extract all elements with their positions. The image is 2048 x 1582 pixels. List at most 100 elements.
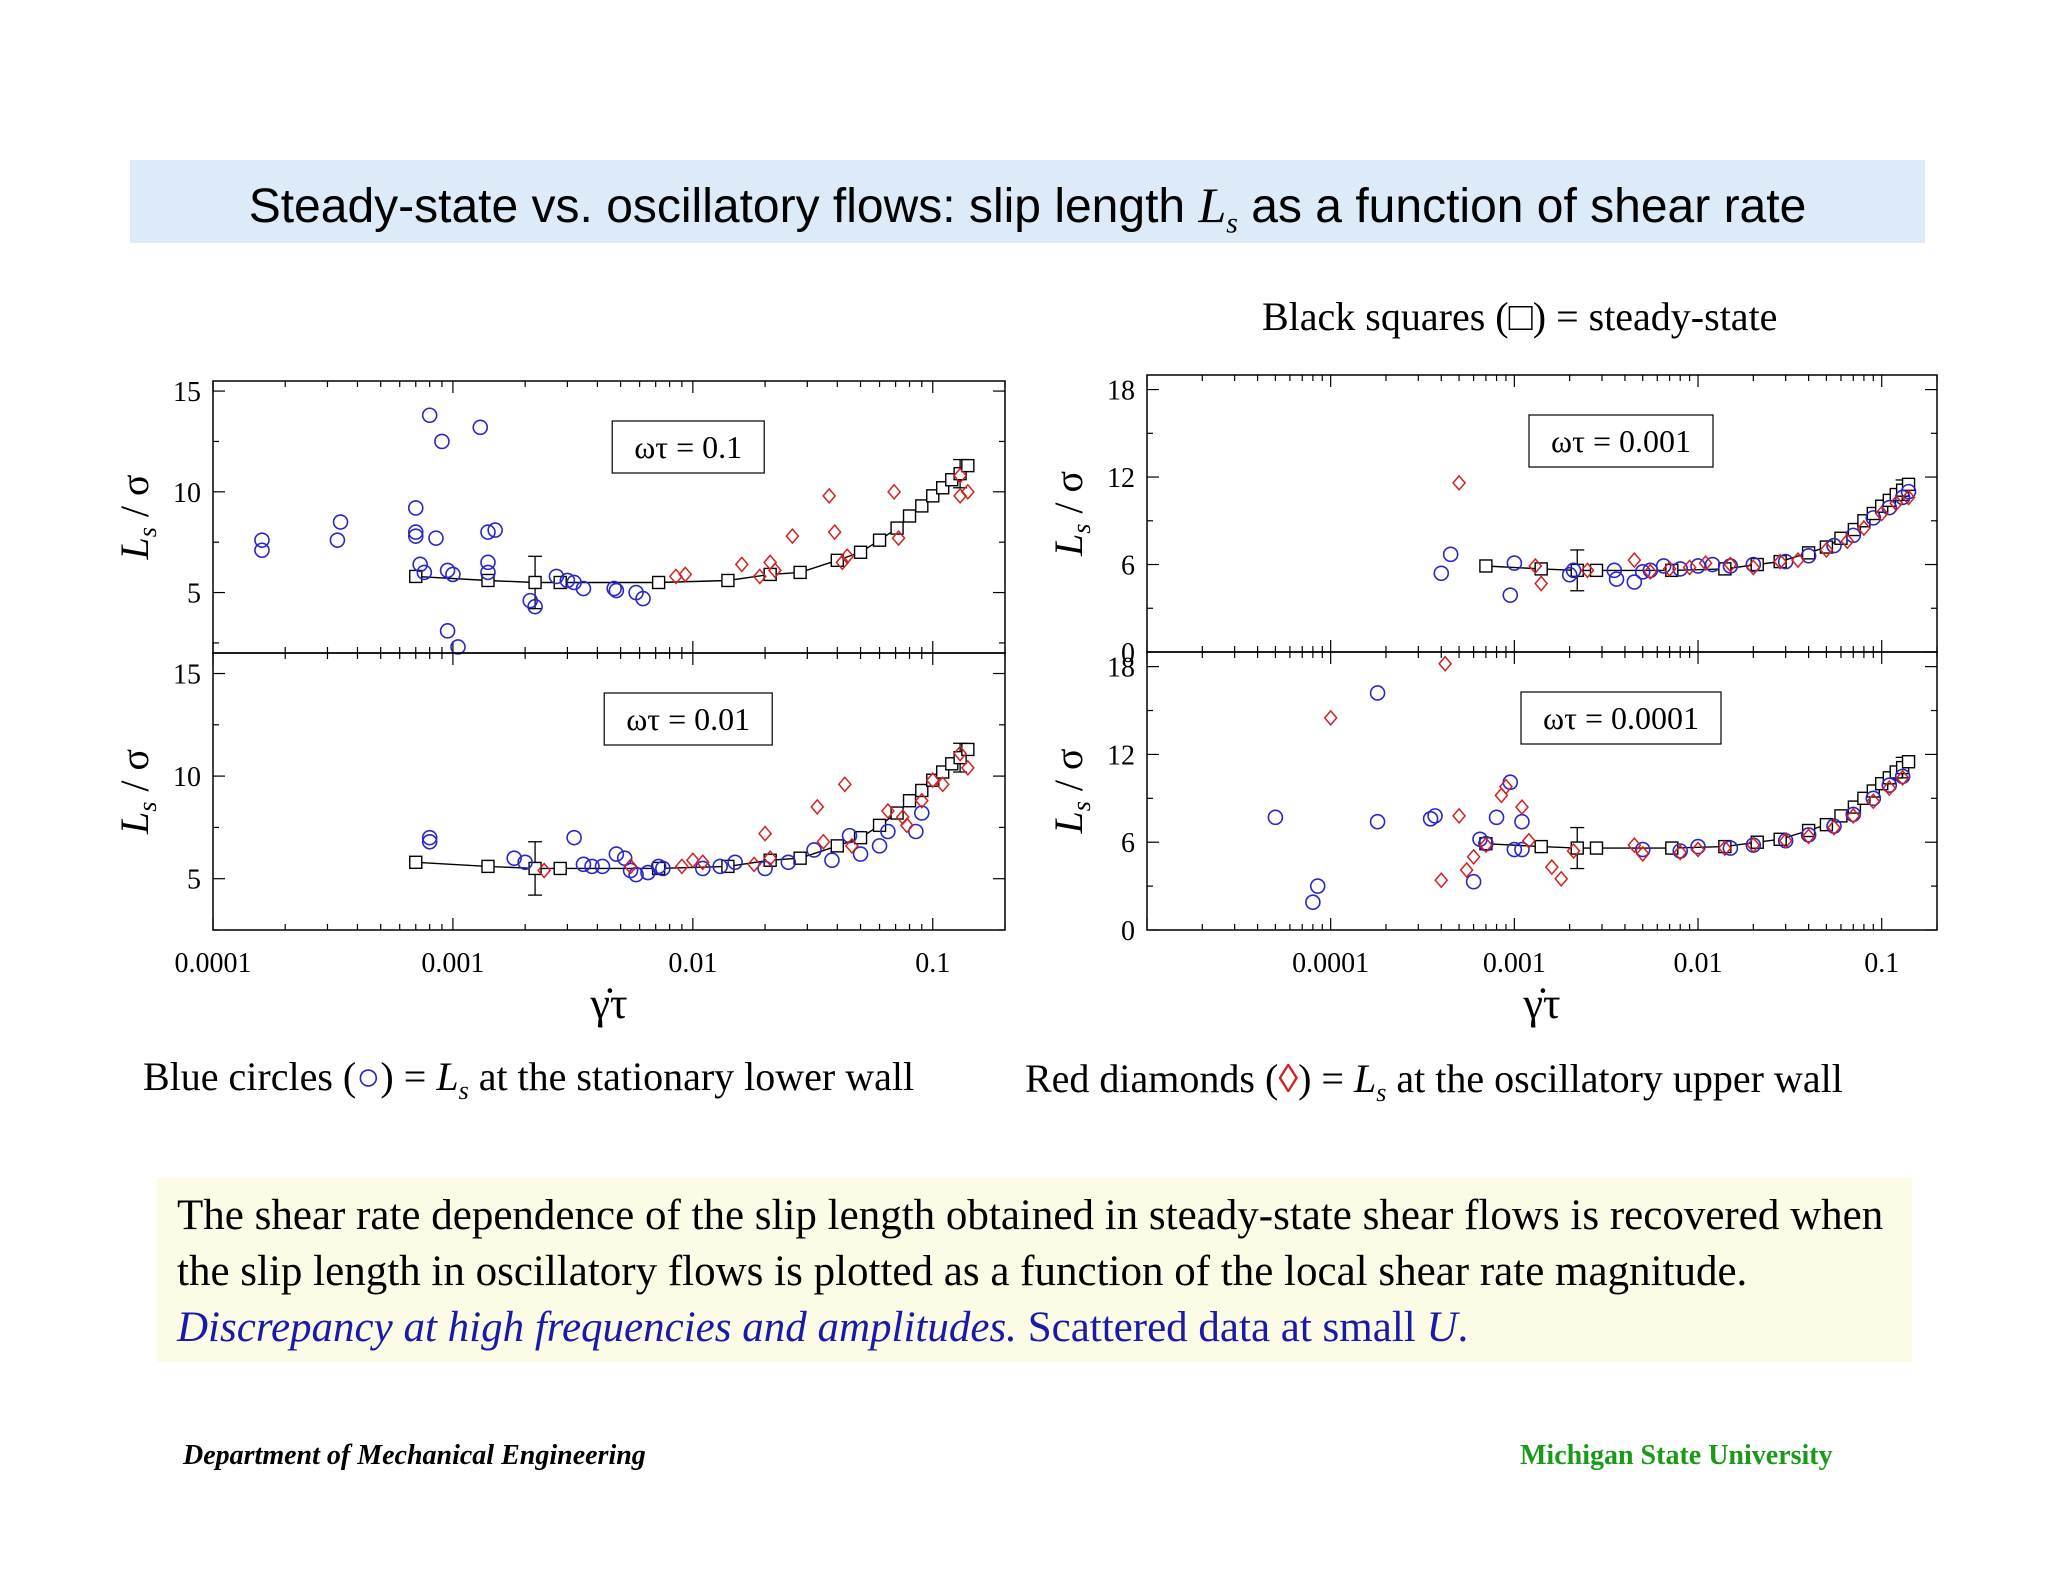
right-top-diamond-point (1723, 556, 1738, 573)
left-bottom-diamond-point (816, 833, 831, 850)
right-bottom-circle-point (1514, 841, 1530, 858)
diamonds-note: Red diamonds (◊) = Ls at the oscillatory… (1025, 1056, 1843, 1107)
diamond-symbol: ◊ (1278, 1056, 1299, 1101)
left-bottom-circle-point (694, 860, 711, 877)
right-bottom-diamond-point (1466, 848, 1481, 865)
right-top-diamond-point (1682, 559, 1697, 576)
right-top-ytick-label: 12 (1107, 463, 1135, 494)
left-bottom-diamond-point (935, 776, 950, 793)
left-top-circle-point (329, 532, 346, 548)
right-bottom-xtick-label: 0.1 (1864, 948, 1899, 979)
title-bar: Steady-state vs. oscillatory flows: slip… (130, 160, 1925, 243)
left-top-circle-point (606, 580, 622, 597)
left-top-diamond-point (678, 566, 693, 583)
left-top-annotation-box (611, 420, 765, 474)
left-bottom-diamond-point (899, 817, 914, 834)
left-top-square-point (926, 489, 940, 503)
right-bottom-circle-point (1826, 818, 1842, 834)
right-bottom-diamond-point (1514, 798, 1529, 816)
left-top-annotation: ωτ = 0.1 (634, 429, 742, 465)
footer-department: Department of Mechanical Engineering (183, 1440, 646, 1471)
right-bottom-diamond-point (1521, 832, 1536, 849)
left-top-circle-point (407, 500, 424, 516)
right-bottom-diamond-point (1566, 842, 1581, 860)
left-bottom-square-point (553, 861, 567, 876)
left-bottom-circle-point (594, 858, 611, 875)
left-bottom-annotation-box (603, 692, 773, 746)
left-bottom-square-point (961, 742, 975, 757)
left-top-diamond-point (822, 487, 837, 504)
right-bottom-diamond-point (1635, 845, 1650, 863)
right-top-ytick-label: 0 (1121, 638, 1135, 669)
left-top-square-point (721, 573, 735, 588)
left-bottom-circle-point (908, 823, 924, 840)
right-bottom-circle-point (1800, 827, 1817, 843)
left-top-diamond-point (953, 467, 968, 484)
right-bottom-circle-point (1465, 873, 1482, 890)
right-bottom-circle-point (1722, 840, 1739, 856)
left-top-ylabel: Ls / σ (112, 474, 162, 560)
left-top-diamond-point (887, 483, 902, 500)
left-bottom-circle-point (806, 842, 822, 858)
slide-title: Steady-state vs. oscillatory flows: slip… (248, 177, 1807, 240)
left-bottom-xtick-label: 0.1 (915, 948, 950, 979)
left-top-circle-point (472, 419, 489, 436)
summary-box: The shear rate dependence of the slip le… (157, 1178, 1912, 1362)
right-bottom-xtick-label: 0.0001 (1292, 948, 1369, 979)
right-top-circle-point (1442, 546, 1459, 563)
right-bottom-circle-point (1502, 774, 1519, 791)
left-bottom-annotation: ωτ = 0.01 (626, 701, 750, 737)
right-bottom-ytick-label: 18 (1107, 653, 1135, 684)
right-top-ylabel: Ls / σ (1046, 471, 1096, 557)
right-top-diamond-point (1643, 563, 1658, 580)
circle-symbol: ○ (356, 1054, 381, 1099)
right-bottom-square-point (1665, 841, 1679, 855)
right-bottom-circle-point (1309, 878, 1326, 894)
circles-note: Blue circles (○) = Ls at the stationary … (143, 1054, 915, 1105)
left-bottom-circle-point (575, 856, 592, 873)
left-top-circle-point (635, 590, 651, 607)
left-bottom-circle-point (852, 846, 869, 862)
left-bottom-circle-point (880, 823, 896, 840)
right-bottom-plot-frame (1146, 651, 1938, 931)
right-top-annotation-box (1528, 414, 1714, 468)
left-top-diamond-point (960, 483, 975, 500)
right-bottom-square-point (1901, 755, 1916, 769)
left-top-diamond-point (827, 523, 842, 541)
right-bottom-annotation: ωτ = 0.0001 (1543, 700, 1699, 736)
left-bottom-diamond-point (960, 759, 975, 777)
right-bottom-annotation-box (1520, 691, 1722, 745)
right-top-diamond-point (1840, 533, 1855, 550)
left-top-square-point (902, 509, 917, 523)
right-bottom-ylabel: Ls / σ (1046, 748, 1096, 834)
left-bottom-diamond-point (925, 772, 940, 789)
left-top-circle-point (332, 514, 349, 530)
right-top-circle-point (1606, 562, 1623, 579)
right-top-plot-frame (1146, 374, 1938, 653)
left-top-diamond-point (891, 530, 906, 547)
right-bottom-diamond-point (1452, 807, 1467, 825)
left-bottom-plot-frame (212, 652, 1006, 931)
footer-university: Michigan State University (1520, 1440, 1833, 1471)
right-bottom-ytick-label: 6 (1121, 828, 1135, 859)
left-top-square-point (409, 569, 423, 584)
right-top-circle-point (1826, 537, 1842, 554)
right-top-circle-point (1800, 547, 1817, 564)
right-top-circle-point (1561, 566, 1578, 583)
left-top-square-point (481, 573, 495, 588)
right-bottom-circle-point (1514, 813, 1530, 830)
left-top-circle-point (487, 522, 503, 538)
right-top-diamond-point (1889, 495, 1904, 512)
left-top-circle-point (480, 564, 496, 581)
right-bottom-diamond-point (1801, 828, 1816, 845)
right-bottom-diamond-point (1627, 836, 1642, 854)
right-top-ytick-label: 18 (1107, 376, 1135, 407)
left-bottom-diamond-point (914, 792, 929, 809)
right-top-steady-line (1485, 483, 1909, 572)
right-bottom-diamond-point (1478, 836, 1493, 854)
left-bottom-diamond-point (953, 745, 968, 762)
right-top-diamond-point (1627, 552, 1642, 569)
left-bottom-circle-point (712, 858, 728, 875)
left-top-diamond-point (763, 554, 778, 571)
right-bottom-xlabel: γ̇τ (1522, 979, 1560, 1028)
